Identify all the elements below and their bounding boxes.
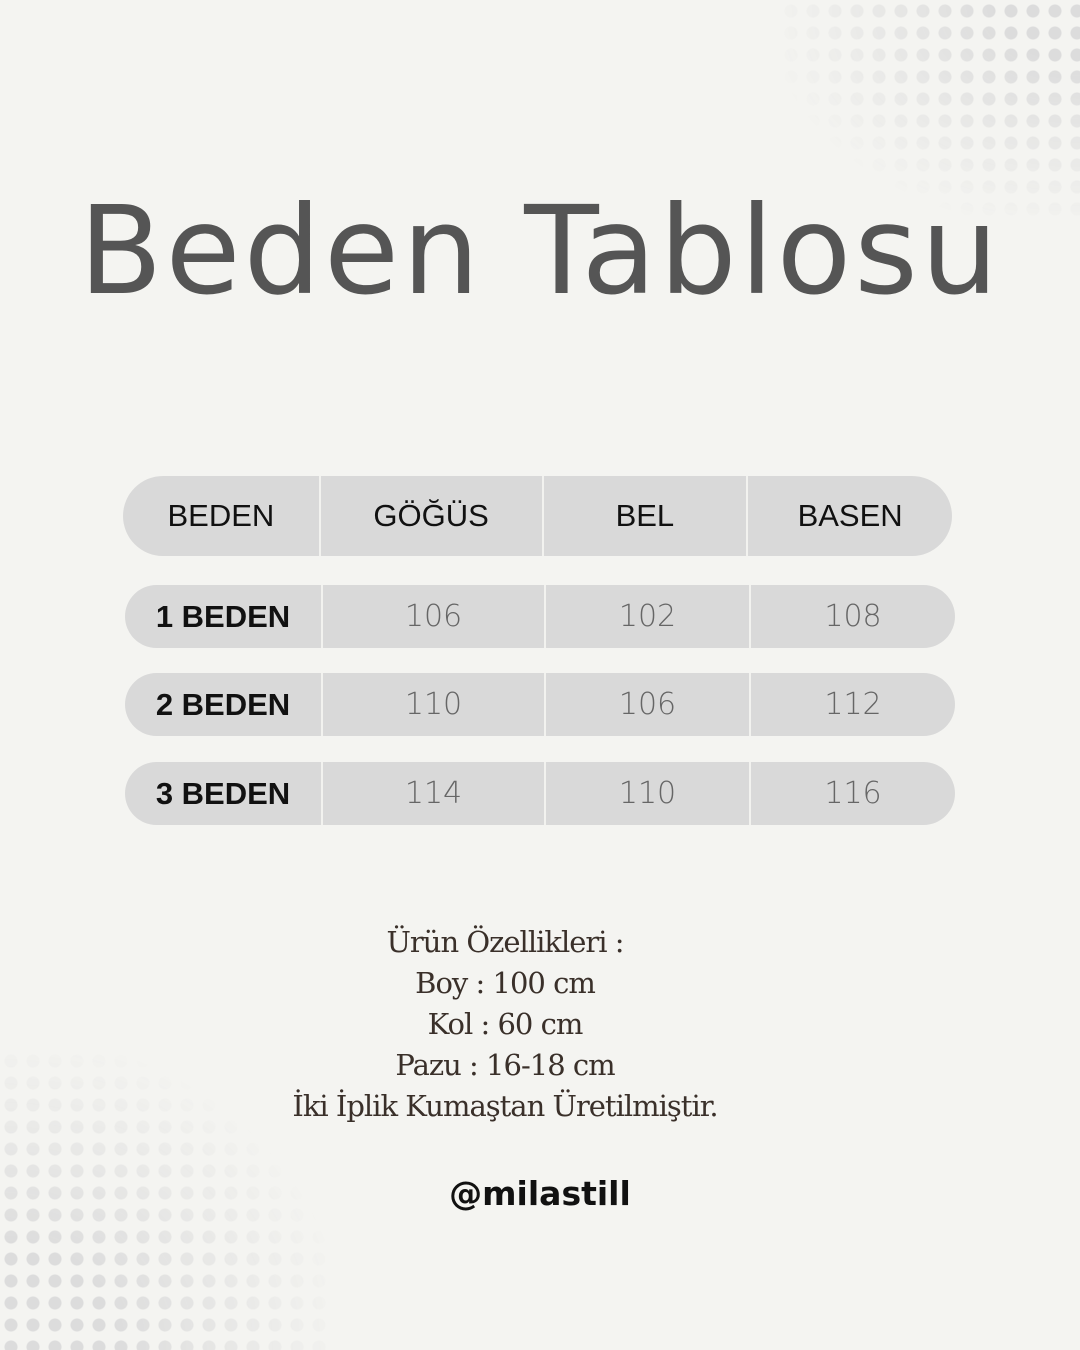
product-features: Ürün Özellikleri : Boy : 100 cm Kol : 60… (200, 922, 810, 1127)
halftone-dots-decoration (0, 1050, 330, 1350)
size-label: 3 BEDEN (155, 775, 291, 811)
feature-line: Pazu : 16-18 cm (395, 1048, 615, 1082)
feature-line: Boy : 100 cm (415, 966, 596, 1000)
page-title: Beden Tablosu (78, 180, 1002, 322)
header-cell: GÖĞÜS (318, 476, 542, 556)
table-cell: 108 (749, 585, 955, 648)
size-label: 1 BEDEN (155, 598, 291, 634)
table-cell: 116 (749, 762, 955, 825)
feature-line: İki İplik Kumaştan Üretilmiştir. (292, 1089, 718, 1123)
table-cell: 102 (544, 585, 749, 648)
table-row: 3 BEDEN 114 110 116 (125, 762, 955, 825)
table-cell: 112 (749, 673, 955, 736)
features-heading: Ürün Özellikleri : (386, 925, 624, 959)
size-label: 2 BEDEN (155, 686, 291, 722)
table-cell: 110 (321, 673, 544, 736)
table-cell: 110 (544, 762, 749, 825)
header-cell: BEL (541, 476, 747, 556)
feature-line: Kol : 60 cm (427, 1007, 584, 1041)
table-cell: 106 (321, 585, 544, 648)
halftone-dots-decoration (780, 0, 1080, 220)
table-row: 2 BEDEN 110 106 112 (125, 673, 955, 736)
table-row: 1 BEDEN 106 102 108 (125, 585, 955, 648)
header-cell: BASEN (746, 476, 952, 556)
table-cell: 114 (321, 762, 544, 825)
header-cell: BEDEN (167, 498, 275, 533)
table-cell: 106 (544, 673, 749, 736)
social-handle: @milastill (449, 1174, 631, 1213)
table-header-row: BEDEN GÖĞÜS BEL BASEN (123, 476, 952, 556)
